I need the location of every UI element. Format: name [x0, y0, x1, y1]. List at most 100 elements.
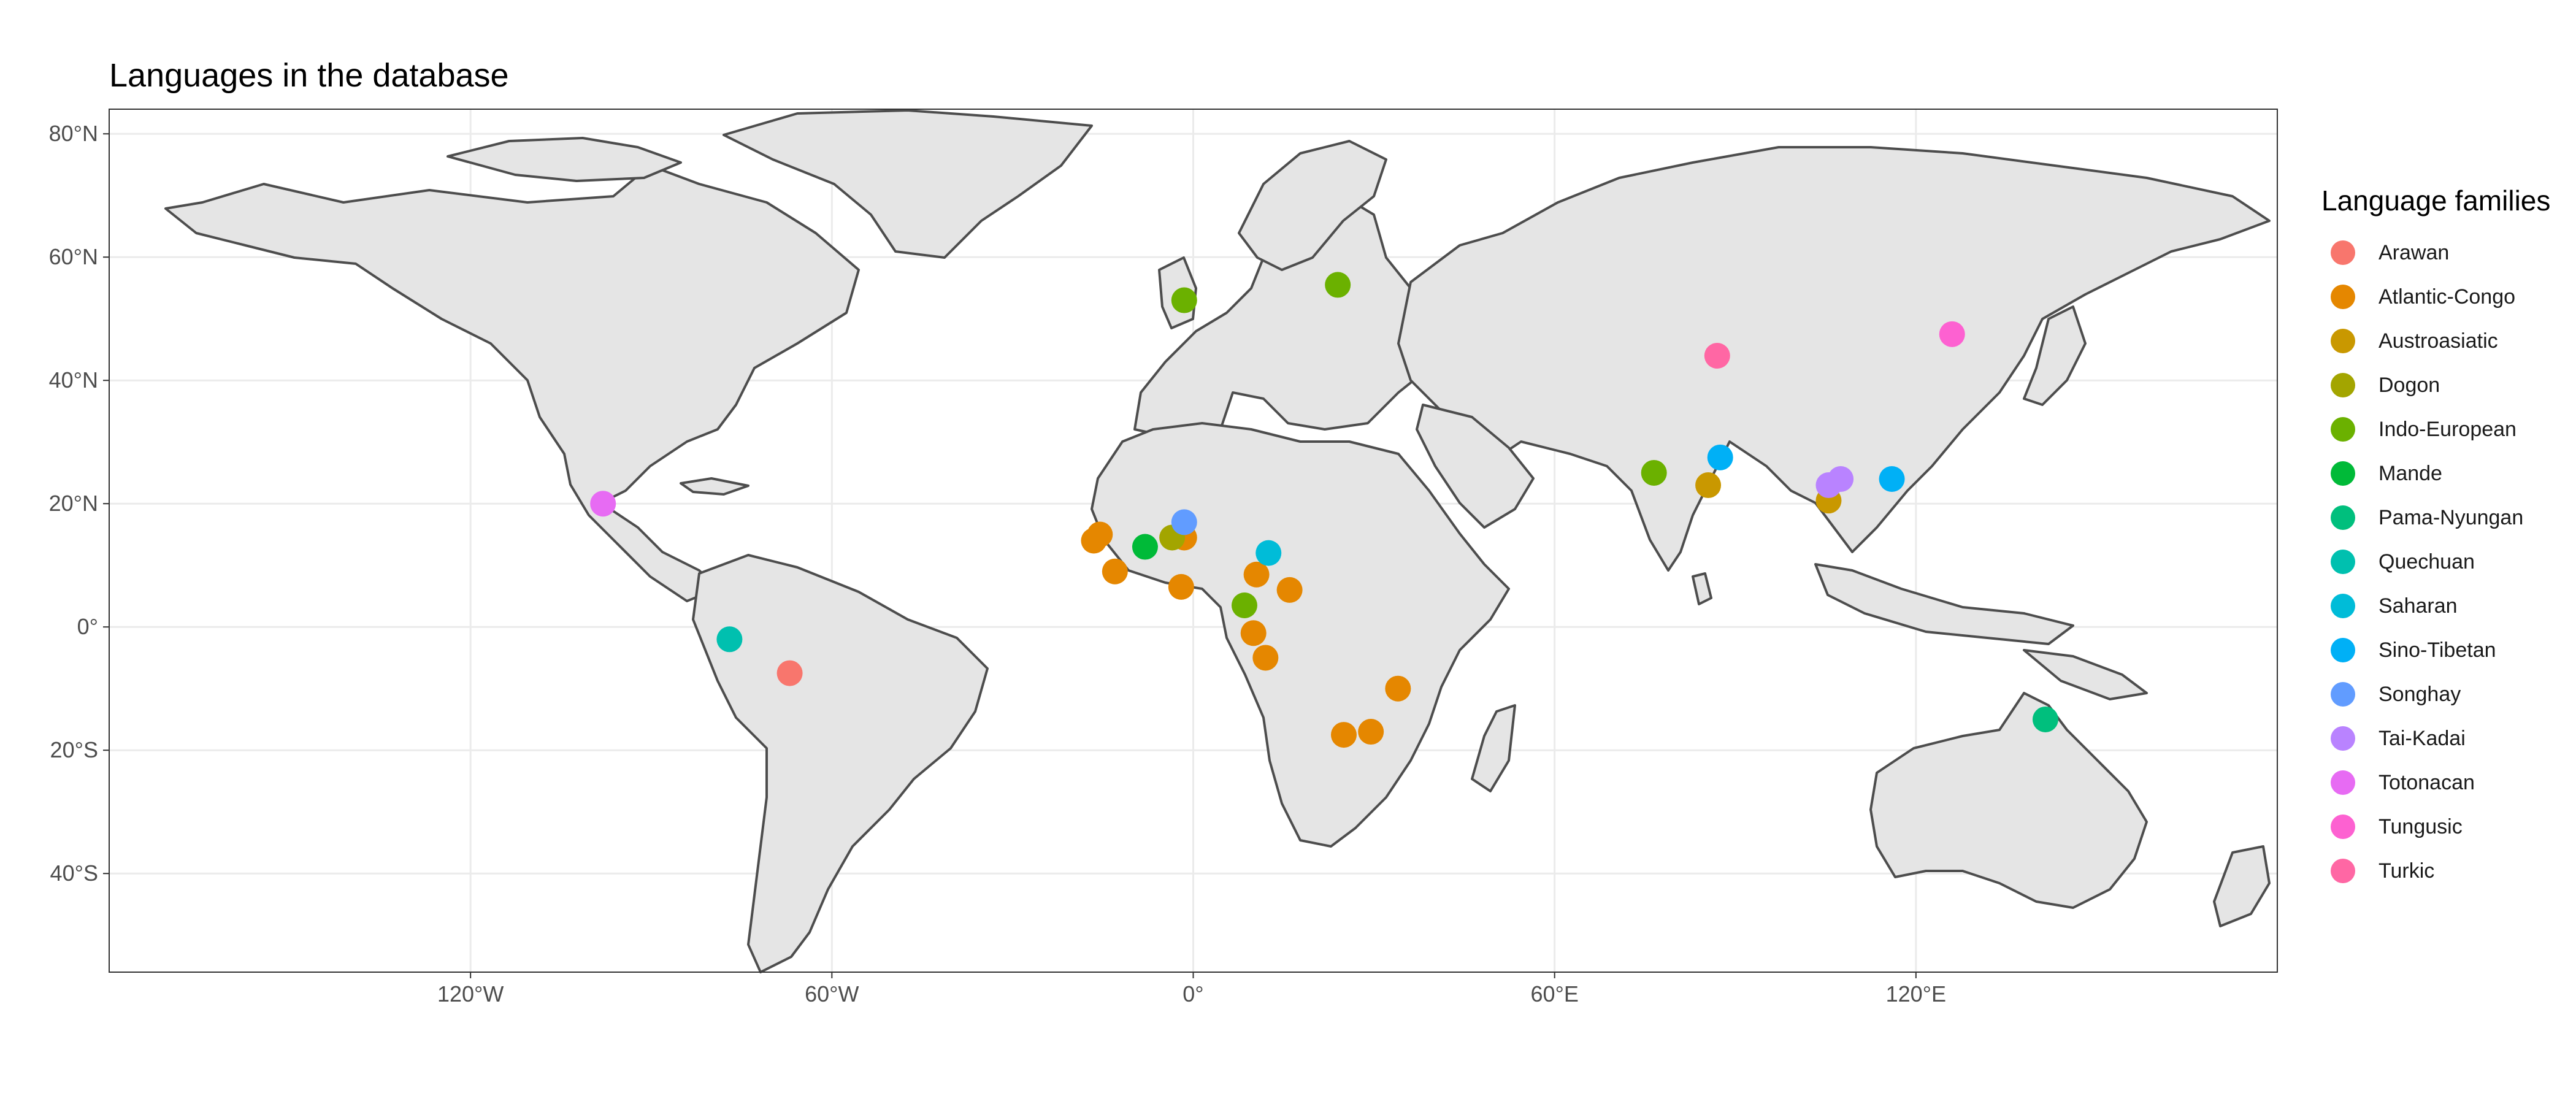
land-australia	[1869, 692, 2148, 909]
legend-label: Tai-Kadai	[2379, 726, 2466, 750]
legend-key-icon	[2331, 417, 2355, 442]
language-point	[1132, 534, 1158, 560]
legend-label: Tungusic	[2379, 815, 2463, 838]
legend-label: Atlantic-Congo	[2379, 285, 2516, 309]
legend-key-icon	[2331, 859, 2355, 883]
legend-item: Atlantic-Congo	[2321, 275, 2550, 319]
language-point	[1087, 521, 1113, 548]
legend-key-icon	[2331, 726, 2355, 751]
y-tick-label: 60°N	[49, 244, 98, 269]
legend-item: Tai-Kadai	[2321, 716, 2550, 761]
legend-key-icon	[2331, 329, 2355, 353]
land-south-america	[692, 554, 989, 973]
language-point	[1641, 459, 1667, 486]
language-point	[1252, 645, 1279, 671]
legend-item: Austroasiatic	[2321, 319, 2550, 363]
legend-label: Turkic	[2379, 859, 2435, 883]
legend-key-icon	[2331, 240, 2355, 265]
legend-key-icon	[2331, 770, 2355, 795]
legend-key-icon	[2331, 373, 2355, 397]
land-arctic-islands	[447, 137, 682, 182]
legend-item: Songhay	[2321, 672, 2550, 716]
x-tick-label: 120°W	[437, 981, 504, 1006]
legend-item: Totonacan	[2321, 761, 2550, 805]
x-axis-ticks: 120°W 60°W 0° 60°E 120°E	[437, 972, 1946, 1006]
legend-item: Mande	[2321, 451, 2550, 496]
language-points	[590, 272, 2058, 748]
language-point	[1102, 558, 1128, 585]
y-tick-label: 40°S	[50, 861, 98, 886]
legend-key-icon	[2331, 815, 2355, 839]
y-axis-ticks: 80°N 60°N 40°N 20°N 0° 20°S 40°S	[49, 121, 109, 886]
legend-title: Language families	[2321, 185, 2551, 217]
legend-label: Austroasiatic	[2379, 329, 2498, 353]
land-africa	[1091, 422, 1510, 848]
land-new-guinea	[2023, 649, 2148, 700]
language-point	[2032, 706, 2058, 732]
language-point	[1168, 573, 1194, 600]
legend-item: Arawan	[2321, 231, 2550, 275]
land-asia	[1397, 146, 2271, 572]
language-point	[1171, 287, 1197, 313]
language-point	[1704, 343, 1730, 369]
legend-item: Pama-Nyungan	[2321, 496, 2550, 540]
legend-key-icon	[2331, 505, 2355, 530]
legend-label: Mande	[2379, 461, 2442, 485]
land-arabia	[1416, 404, 1535, 529]
x-tick-label: 60°W	[805, 981, 859, 1006]
land-sri-lanka	[1692, 572, 1712, 605]
legend-label: Totonacan	[2379, 770, 2475, 794]
land-masses	[164, 109, 2271, 973]
legend-item: Indo-European	[2321, 407, 2550, 451]
map-title: Languages in the database	[109, 57, 509, 94]
legend-label: Indo-European	[2379, 417, 2517, 441]
land-cuba	[680, 477, 749, 496]
land-greenland	[723, 109, 1093, 259]
language-point	[776, 660, 803, 686]
land-madagascar	[1471, 704, 1516, 792]
legend-key-icon	[2331, 594, 2355, 618]
legend-item: Dogon	[2321, 363, 2550, 407]
legend-item: Sino-Tibetan	[2321, 628, 2550, 672]
y-tick-label: 40°N	[49, 367, 98, 393]
language-point	[1240, 620, 1267, 646]
y-tick-label: 80°N	[49, 121, 98, 146]
language-point	[1325, 272, 1351, 298]
legend-key-icon	[2331, 682, 2355, 707]
language-point	[590, 491, 616, 517]
legend-key-icon	[2331, 550, 2355, 574]
y-tick-label: 0°	[77, 614, 98, 639]
language-point	[1695, 472, 1722, 499]
land-new-zealand	[2213, 845, 2271, 927]
legend-key-icon	[2331, 638, 2355, 662]
language-point	[1255, 540, 1282, 566]
land-southeast-asia-islands	[1814, 563, 2074, 645]
language-point	[1707, 444, 1733, 470]
language-point	[1385, 675, 1411, 702]
legend-key-icon	[2331, 285, 2355, 309]
x-tick-label: 60°E	[1530, 981, 1578, 1006]
legend-label: Quechuan	[2379, 550, 2475, 573]
legend: Language families Arawan Atlantic-Congo Au…	[2321, 184, 2550, 893]
legend-item: Saharan	[2321, 584, 2550, 628]
language-point	[1879, 466, 1905, 492]
legend-item: Turkic	[2321, 849, 2550, 893]
language-point	[1276, 577, 1303, 603]
legend-key-icon	[2331, 461, 2355, 486]
y-tick-label: 20°N	[49, 491, 98, 516]
legend-item: Quechuan	[2321, 540, 2550, 584]
land-north-america	[164, 164, 860, 602]
legend-label: Saharan	[2379, 594, 2458, 618]
legend-label: Sino-Tibetan	[2379, 638, 2496, 662]
language-point	[1828, 466, 1854, 492]
language-point	[1231, 592, 1257, 619]
x-tick-label: 120°E	[1886, 981, 1946, 1006]
land-japan	[2023, 305, 2087, 406]
land-scandinavia	[1238, 140, 1387, 271]
legend-items: Arawan Atlantic-Congo Austroasiatic Dogon In…	[2321, 231, 2550, 893]
language-point	[1358, 719, 1384, 745]
language-point	[1939, 321, 1965, 347]
legend-label: Dogon	[2379, 373, 2440, 397]
